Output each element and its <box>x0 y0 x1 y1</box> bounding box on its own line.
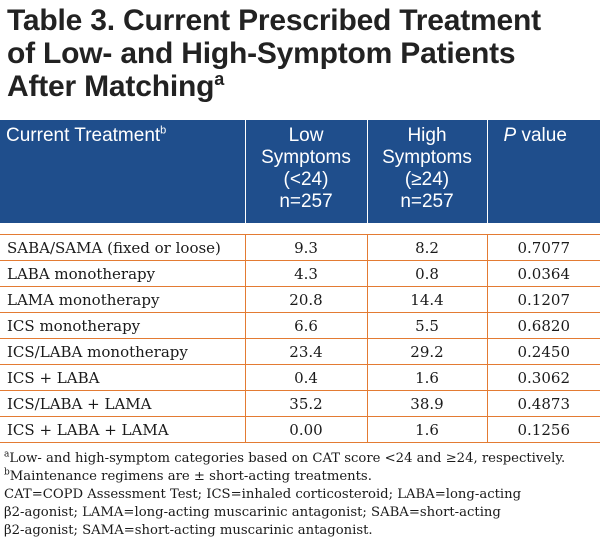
header-p-rest: value <box>516 125 567 146</box>
header-high-line-3: (≥24) <box>404 169 450 190</box>
cell-treatment: ICS + LABA + LAMA <box>0 416 246 443</box>
title-footnote-marker: a <box>214 69 225 89</box>
header-current-treatment-label: Current Treatment <box>6 125 161 146</box>
header-low-line-2: Symptoms <box>261 147 351 168</box>
table-row: ICS monotherapy 6.6 5.5 0.6820 <box>0 312 600 339</box>
treatment-table-container: Current Treatmentb Low Symptoms (<24) n=… <box>0 120 600 443</box>
header-low-line-1: Low <box>288 125 324 146</box>
table-row: ICS/LABA monotherapy 23.4 29.2 0.2450 <box>0 338 600 365</box>
header-low-line-4: n=257 <box>279 191 333 212</box>
cell-p: 0.6820 <box>487 312 600 339</box>
cell-p: 0.7077 <box>487 234 600 261</box>
cell-p: 0.1256 <box>487 416 600 443</box>
cell-p: 0.2450 <box>487 338 600 365</box>
header-high-symptoms: High Symptoms (≥24) n=257 <box>367 120 488 223</box>
table-row: ICS + LABA 0.4 1.6 0.3062 <box>0 364 600 391</box>
cell-p: 0.1207 <box>487 286 600 313</box>
cell-high: 0.8 <box>367 260 488 287</box>
footnote-b: bMaintenance regimens are ± short-acting… <box>4 468 600 486</box>
footnote-a: aLow- and high-symptom categories based … <box>4 450 600 468</box>
header-p-italic: P <box>503 125 517 146</box>
table-row: ICS/LABA + LAMA 35.2 38.9 0.4873 <box>0 390 600 417</box>
cell-high: 14.4 <box>367 286 488 313</box>
title-line-2: of Low- and High-Symptom Patients <box>7 37 516 70</box>
header-spacer-cell <box>0 223 600 235</box>
cell-treatment: SABA/SAMA (fixed or loose) <box>0 234 246 261</box>
cell-p: 0.3062 <box>487 364 600 391</box>
header-p-value: P value <box>487 120 600 223</box>
header-high-line-4: n=257 <box>400 191 454 212</box>
cell-p: 0.4873 <box>487 390 600 417</box>
cell-treatment: ICS/LABA + LAMA <box>0 390 246 417</box>
abbreviations-line-1: CAT=COPD Assessment Test; ICS=inhaled co… <box>4 487 522 502</box>
table-row: ICS + LABA + LAMA 0.00 1.6 0.1256 <box>0 416 600 443</box>
header-high-line-2: Symptoms <box>382 147 472 168</box>
cell-high: 5.5 <box>367 312 488 339</box>
cell-high: 1.6 <box>367 364 488 391</box>
cell-treatment: LAMA monotherapy <box>0 286 246 313</box>
cell-high: 8.2 <box>367 234 488 261</box>
cell-low: 0.4 <box>245 364 368 391</box>
cell-low: 6.6 <box>245 312 368 339</box>
header-spacer <box>0 223 600 235</box>
cell-high: 38.9 <box>367 390 488 417</box>
header-high-line-1: High <box>407 125 447 146</box>
table-row: LABA monotherapy 4.3 0.8 0.0364 <box>0 260 600 287</box>
table-footnotes: aLow- and high-symptom categories based … <box>4 450 600 540</box>
cell-high: 1.6 <box>367 416 488 443</box>
cell-low: 0.00 <box>245 416 368 443</box>
abbreviations-line-3: β2-agonist; SAMA=short-acting muscarinic… <box>4 523 373 538</box>
abbreviations-line-2: β2-agonist; LAMA=long-acting muscarinic … <box>4 505 501 520</box>
footnote-b-text: Maintenance regimens are ± short-acting … <box>9 469 372 484</box>
cell-treatment: LABA monotherapy <box>0 260 246 287</box>
footnote-b-marker: b <box>4 467 10 478</box>
header-footnote-marker: b <box>160 124 167 137</box>
cell-low: 23.4 <box>245 338 368 365</box>
cell-treatment: ICS + LABA <box>0 364 246 391</box>
title-line-3-text: After Matching <box>7 70 215 103</box>
cell-p: 0.0364 <box>487 260 600 287</box>
footnote-a-text: Low- and high-symptom categories based o… <box>9 451 566 466</box>
cell-treatment: ICS/LABA monotherapy <box>0 338 246 365</box>
cell-low: 9.3 <box>245 234 368 261</box>
treatment-table: Current Treatmentb Low Symptoms (<24) n=… <box>0 120 600 443</box>
header-low-line-3: (<24) <box>283 169 329 190</box>
table-row: SABA/SAMA (fixed or loose) 9.3 8.2 0.707… <box>0 234 600 261</box>
cell-high: 29.2 <box>367 338 488 365</box>
title-line-1: Table 3. Current Prescribed Treatment <box>7 4 541 37</box>
cell-low: 4.3 <box>245 260 368 287</box>
cell-low: 20.8 <box>245 286 368 313</box>
header-low-symptoms: Low Symptoms (<24) n=257 <box>245 120 368 223</box>
table-title: Table 3. Current Prescribed Treatment of… <box>7 4 597 103</box>
table-row: LAMA monotherapy 20.8 14.4 0.1207 <box>0 286 600 313</box>
footnote-a-marker: a <box>4 449 10 460</box>
cell-low: 35.2 <box>245 390 368 417</box>
header-current-treatment: Current Treatmentb <box>0 120 246 223</box>
header-row: Current Treatmentb Low Symptoms (<24) n=… <box>0 120 600 223</box>
title-line-3: After Matchinga <box>7 70 597 103</box>
cell-treatment: ICS monotherapy <box>0 312 246 339</box>
